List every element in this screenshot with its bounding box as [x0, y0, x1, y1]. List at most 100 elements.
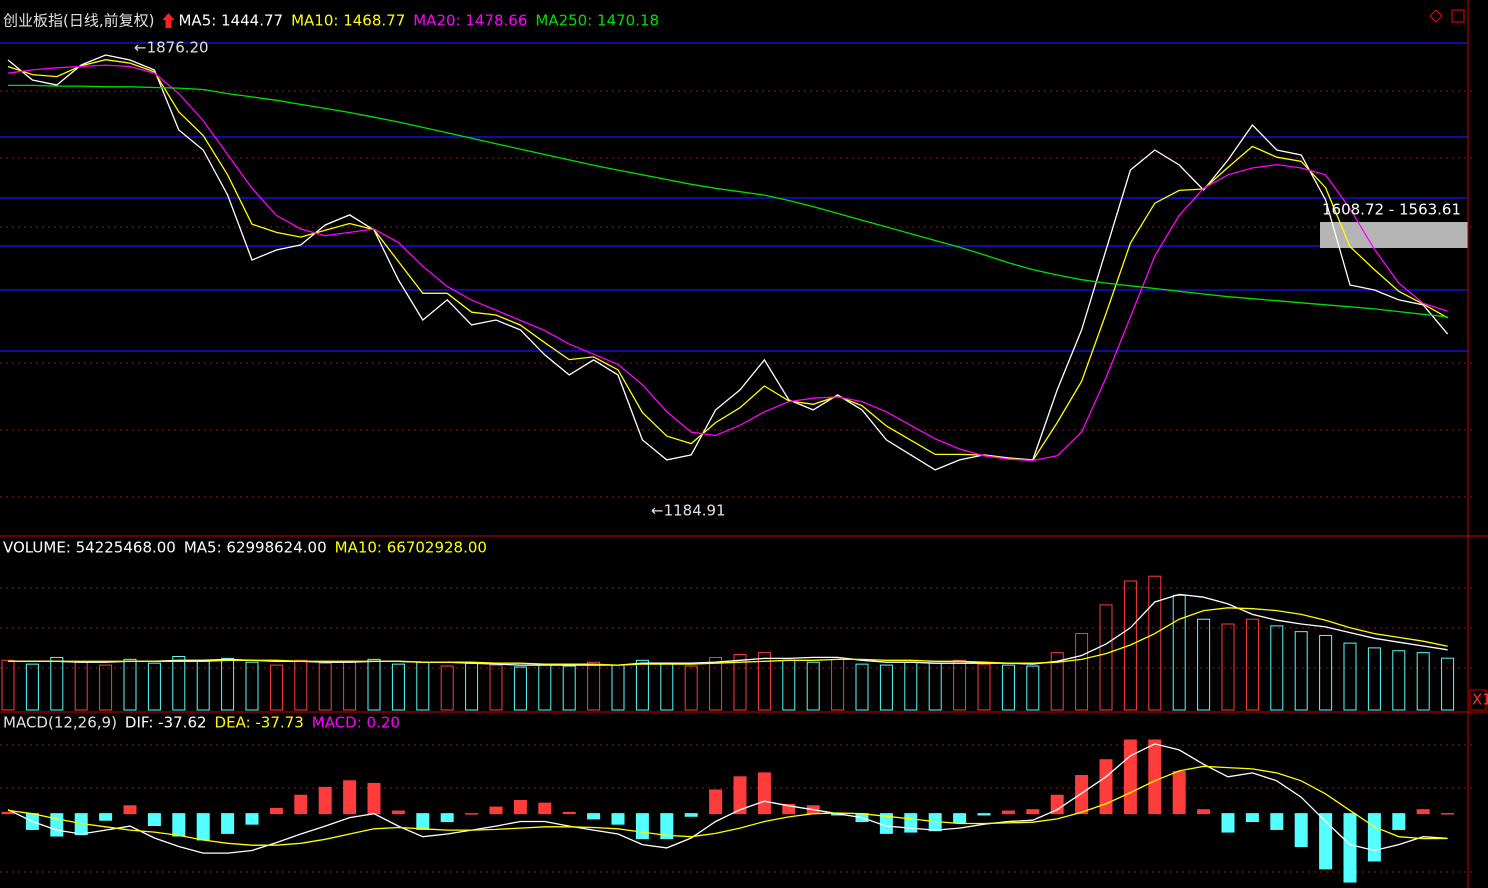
- signal-icon: [162, 13, 175, 28]
- bar: [587, 661, 601, 711]
- bar: [1270, 813, 1284, 830]
- bar: [806, 661, 820, 711]
- corner-label: X1: [1472, 691, 1488, 709]
- bar: [1343, 642, 1357, 711]
- bar: [1319, 634, 1333, 711]
- bar: [294, 794, 308, 815]
- bar: [757, 652, 771, 711]
- bar: [294, 659, 308, 711]
- legend-entry: MA10: 1468.77: [291, 12, 405, 30]
- corner-box: [1469, 689, 1487, 711]
- bar: [221, 813, 235, 834]
- range-box: [1320, 222, 1468, 248]
- bar: [343, 780, 357, 815]
- bar: [1148, 739, 1162, 815]
- bar: [1148, 575, 1162, 711]
- bar: [879, 664, 893, 711]
- bar: [269, 807, 283, 815]
- series-line: [7, 765, 1448, 846]
- bar: [1001, 664, 1015, 711]
- bar: [1245, 813, 1259, 823]
- legend-entry: DEA: -37.73: [215, 714, 304, 732]
- bar: [1, 659, 15, 711]
- bar: [99, 664, 113, 711]
- bar: [733, 776, 747, 815]
- window-buttons[interactable]: [1429, 9, 1465, 23]
- annotation: ←1184.91: [651, 502, 726, 520]
- bar: [1392, 813, 1406, 830]
- bar: [440, 665, 454, 711]
- bar: [782, 803, 796, 815]
- bar: [123, 658, 137, 711]
- bar: [50, 656, 64, 711]
- bar: [489, 806, 503, 815]
- bar: [1197, 618, 1211, 711]
- bar: [1416, 652, 1430, 711]
- bar: [318, 786, 332, 815]
- bar: [391, 810, 405, 815]
- bar: [684, 813, 698, 817]
- bar: [269, 664, 283, 711]
- legend-entry: MA10: 66702928.00: [335, 539, 487, 557]
- bar: [367, 658, 381, 711]
- bar: [709, 789, 723, 815]
- plot: 创业板指(日线,前复权) MA5: 1444.77 MA10: 1468.77 MA2…: [1, 12, 1488, 883]
- legend-entry: MA5: 1444.77: [178, 12, 283, 30]
- bar: [1221, 813, 1235, 833]
- bar: [709, 656, 723, 711]
- bar: [50, 813, 64, 837]
- bar: [1172, 594, 1186, 711]
- series-line: [8, 84, 1448, 318]
- bar: [1075, 633, 1089, 711]
- bar: [1123, 739, 1137, 815]
- legend-entry: MACD: 0.20: [312, 714, 400, 732]
- bar: [367, 782, 381, 815]
- bar: [416, 813, 430, 830]
- bar: [1294, 813, 1308, 848]
- bar: [172, 655, 186, 711]
- bar: [147, 813, 161, 826]
- panel-title: MACD(12,26,9): [3, 714, 117, 732]
- bar: [99, 813, 113, 821]
- bar: [977, 813, 991, 816]
- bar: [684, 665, 698, 711]
- bar: [1343, 813, 1357, 883]
- bar: [245, 661, 259, 711]
- bar: [757, 772, 771, 815]
- bar: [977, 663, 991, 711]
- series-line: [7, 64, 1448, 462]
- bar: [1441, 657, 1455, 711]
- bar: [147, 662, 161, 711]
- bar: [1, 811, 15, 815]
- bar: [221, 657, 235, 711]
- bar: [1172, 771, 1186, 815]
- bar: [318, 662, 332, 711]
- bar: [1294, 631, 1308, 711]
- bar: [245, 813, 259, 825]
- bar: [513, 800, 527, 815]
- bar: [1367, 647, 1381, 711]
- bar: [1026, 809, 1040, 815]
- series-line: [8, 607, 1448, 666]
- bar: [587, 813, 601, 820]
- bar: [1245, 618, 1259, 711]
- legend-entry: MA5: 62998624.00: [184, 539, 327, 557]
- panel-title: 创业板指(日线,前复权): [3, 12, 154, 30]
- bar: [1319, 813, 1333, 870]
- bar: [953, 659, 967, 711]
- legend-entry: MA250: 1470.18: [535, 12, 659, 30]
- bar: [1050, 652, 1064, 711]
- legend-entry: MA20: 1478.66: [413, 12, 527, 30]
- bar: [465, 813, 479, 815]
- bar: [1441, 813, 1455, 815]
- bar: [1026, 665, 1040, 711]
- bar: [953, 813, 967, 824]
- bar: [123, 805, 137, 815]
- bar: [538, 802, 552, 815]
- bar: [1197, 809, 1211, 815]
- bar: [855, 663, 869, 711]
- bar: [1221, 623, 1235, 711]
